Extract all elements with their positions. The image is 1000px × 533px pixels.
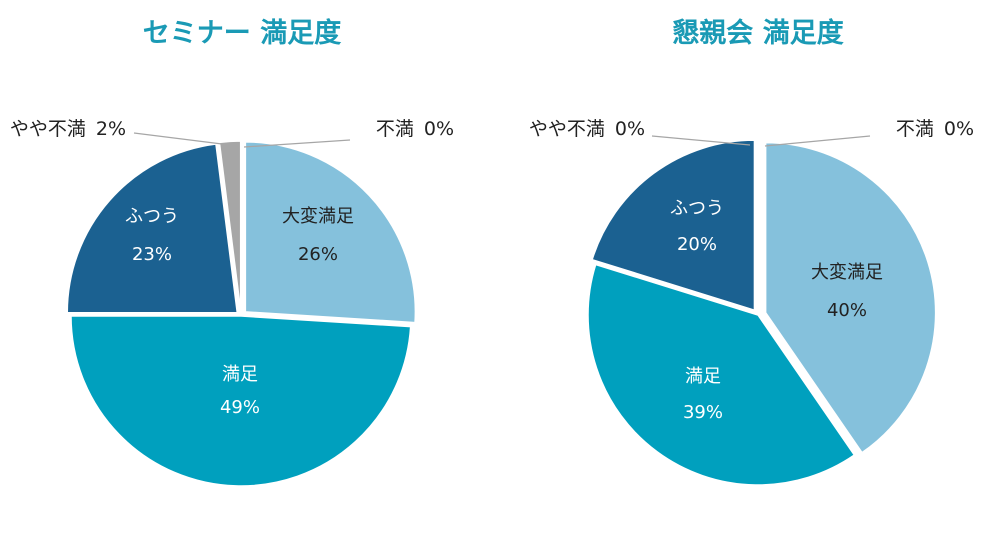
slice-name: やや不満 xyxy=(529,118,605,140)
slice-value-neutral: 23% xyxy=(132,244,172,265)
slice-label-satisfied: 満足 xyxy=(222,364,258,385)
leader-line-slightly-dissatisfied xyxy=(651,135,751,146)
slice-label-satisfied: 満足 xyxy=(685,366,721,387)
slice-value: 0% xyxy=(424,118,454,140)
seminar-satisfaction-chart: セミナー 満足度 大変満足 26% 満足 49% ふつう 23% やや不満 2% 不満 0% xyxy=(10,17,454,487)
slice-label-dissatisfied: 不満 0% xyxy=(376,118,454,140)
slice-label-neutral: ふつう xyxy=(670,198,724,219)
leader-line-slightly-dissatisfied xyxy=(133,132,223,145)
slice-name: 不満 xyxy=(376,118,414,140)
slice-value-neutral: 20% xyxy=(677,234,717,255)
slice-value: 2% xyxy=(96,118,126,140)
slice-label-very-satisfied: 大変満足 xyxy=(282,206,354,227)
social-gathering-satisfaction-chart: 懇親会 満足度 大変満足 40% 満足 39% ふつう 20% やや不満 0% 不満 0% xyxy=(529,17,974,486)
slice-label-very-satisfied: 大変満足 xyxy=(811,262,883,283)
slice-labels: 大変満足 40% 満足 39% ふつう 20% やや不満 0% 不満 0% xyxy=(529,118,974,423)
pie-slice-very-satisfied xyxy=(764,141,937,454)
leader-line-dissatisfied xyxy=(243,139,351,148)
pie-slices xyxy=(66,140,417,487)
slice-label-neutral: ふつう xyxy=(125,206,179,227)
slice-value: 0% xyxy=(615,118,645,140)
slice-value-very-satisfied: 40% xyxy=(827,300,867,321)
pie-slice-slightly-dissatisfied xyxy=(218,140,242,312)
pie-slice-very-satisfied xyxy=(244,141,417,324)
slice-label-dissatisfied: 不満 0% xyxy=(896,118,974,140)
leader-lines xyxy=(651,135,871,147)
pie-slice-neutral xyxy=(66,143,239,314)
slice-value-satisfied: 39% xyxy=(683,402,723,423)
slice-value-very-satisfied: 26% xyxy=(298,244,338,265)
chart-title-social-gathering: 懇親会 満足度 xyxy=(672,17,843,49)
slice-labels: 大変満足 26% 満足 49% ふつう 23% やや不満 2% 不満 0% xyxy=(10,118,454,418)
chart-title-seminar: セミナー 満足度 xyxy=(143,17,341,49)
pie-slice-satisfied xyxy=(70,315,412,487)
leader-line-dissatisfied xyxy=(764,135,871,147)
slice-name: やや不満 xyxy=(10,118,86,140)
pie-slice-neutral xyxy=(591,139,756,312)
slice-label-slightly-dissatisfied: やや不満 2% xyxy=(10,118,126,140)
pie-slice-satisfied xyxy=(587,263,856,486)
slice-value-satisfied: 49% xyxy=(220,397,260,418)
slice-name: 不満 xyxy=(896,118,934,140)
pie-slices xyxy=(587,139,937,486)
slice-value: 0% xyxy=(944,118,974,140)
slice-label-slightly-dissatisfied: やや不満 0% xyxy=(529,118,645,140)
leader-lines xyxy=(133,132,351,148)
